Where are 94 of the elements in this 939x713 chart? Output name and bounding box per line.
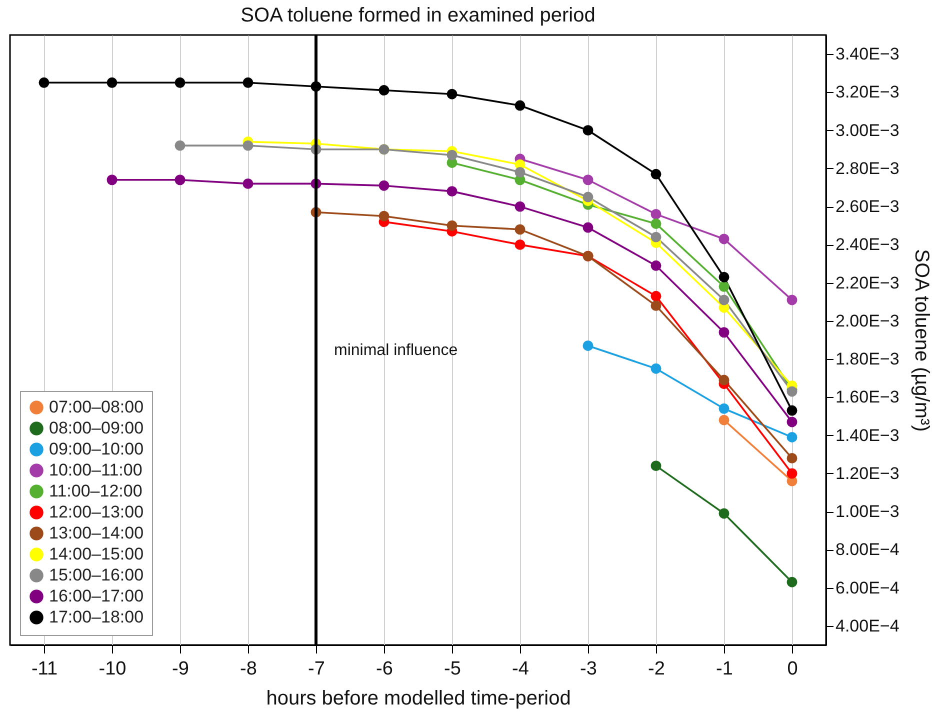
point xyxy=(718,414,730,426)
point xyxy=(650,300,662,311)
point xyxy=(718,234,730,244)
point xyxy=(378,180,390,191)
point xyxy=(786,468,798,479)
y2-tick-label: 1.20E−3 xyxy=(836,464,900,483)
point xyxy=(514,224,526,235)
point xyxy=(718,327,730,338)
point xyxy=(650,260,662,271)
point xyxy=(446,150,458,160)
y2-tick-label: 6.00E−4 xyxy=(836,578,900,598)
y2-tick-label: 3.20E−3 xyxy=(836,82,900,102)
x-tick-label: -11 xyxy=(31,658,58,680)
y2-tick-label: 1.60E−3 xyxy=(836,388,900,407)
legend-label: 08:00–09:00 xyxy=(49,418,144,438)
legend-label: 13:00–14:00 xyxy=(49,524,144,542)
y2-tick-label: 2.20E−3 xyxy=(836,273,900,292)
y2-tick-label: 4.00E−4 xyxy=(836,616,900,636)
point xyxy=(786,416,798,428)
point xyxy=(650,208,662,220)
x-axis-title: hours before modelled time-period xyxy=(266,688,571,710)
legend-label: 12:00–13:00 xyxy=(49,502,144,522)
point xyxy=(446,220,458,231)
point xyxy=(514,239,526,250)
point xyxy=(718,294,730,306)
y2-tick-label: 1.00E−3 xyxy=(836,502,900,522)
point xyxy=(38,77,50,88)
point xyxy=(650,363,662,374)
legend-label: 17:00–18:00 xyxy=(49,608,144,626)
point xyxy=(242,178,254,189)
point xyxy=(106,174,118,186)
legend-label: 10:00–11:00 xyxy=(49,460,142,480)
point xyxy=(718,281,730,292)
legend-label: 15:00–16:00 xyxy=(49,566,144,584)
x-tick-label: -4 xyxy=(512,658,530,680)
x-tick-label: -7 xyxy=(308,658,325,680)
point xyxy=(514,100,526,111)
point xyxy=(514,167,526,178)
point xyxy=(106,77,118,88)
point xyxy=(786,452,798,464)
point xyxy=(786,576,798,588)
point xyxy=(718,272,730,282)
legend-label: 14:00–15:00 xyxy=(49,544,144,564)
point xyxy=(174,140,186,151)
point xyxy=(650,290,662,302)
x-tick-label: 0 xyxy=(787,658,798,680)
y2-tick-label: 8.00E−4 xyxy=(836,540,900,560)
x-tick-label: -1 xyxy=(716,658,733,680)
point xyxy=(718,403,730,414)
x-tick-label: -5 xyxy=(444,658,461,680)
point xyxy=(446,186,458,197)
point xyxy=(650,218,662,229)
point xyxy=(174,77,186,88)
x-tick-label: -3 xyxy=(580,658,597,680)
legend-label: 11:00–12:00 xyxy=(49,482,142,500)
y2-tick-label: 2.80E−3 xyxy=(836,158,900,178)
y2-tick-label: 2.00E−3 xyxy=(836,311,900,330)
x-tick-label: -10 xyxy=(98,658,126,680)
y2-tick-label: 3.00E−3 xyxy=(836,120,900,140)
chart-title: SOA toluene formed in examined period xyxy=(240,4,596,26)
y2-tick-label: 3.40E−3 xyxy=(836,44,900,64)
legend-label: 07:00–08:00 xyxy=(49,398,144,416)
point xyxy=(650,232,662,242)
point xyxy=(378,85,390,96)
point xyxy=(582,192,594,202)
point xyxy=(786,405,798,416)
point xyxy=(650,168,662,180)
point xyxy=(446,88,458,100)
point xyxy=(378,210,390,222)
point xyxy=(718,374,730,386)
y2-tick-label: 1.40E−3 xyxy=(836,426,900,445)
x-tick-label: -8 xyxy=(240,658,257,680)
point xyxy=(786,432,798,442)
point xyxy=(582,222,594,233)
point xyxy=(582,125,594,136)
point xyxy=(514,201,526,212)
point xyxy=(174,174,186,186)
point xyxy=(582,340,594,351)
point xyxy=(650,460,662,472)
y2-tick-label: 1.80E−3 xyxy=(836,350,900,369)
ref-line-label: minimal influence xyxy=(334,342,458,359)
point xyxy=(242,77,254,88)
legend-label: 09:00–10:00 xyxy=(49,440,144,458)
point xyxy=(718,508,730,519)
point xyxy=(242,140,254,151)
x-tick-label: -9 xyxy=(172,658,189,680)
y2-tick-label: 2.60E−3 xyxy=(836,197,900,216)
y2-axis-title: SOA toluene (µg/m³) xyxy=(910,249,932,432)
y2-tick-label: 2.40E−3 xyxy=(836,235,900,254)
x-tick-label: -2 xyxy=(648,658,665,680)
x-tick-label: -6 xyxy=(376,658,393,680)
point xyxy=(786,294,798,306)
legend-label: 16:00–17:00 xyxy=(49,586,144,606)
point xyxy=(582,174,594,186)
